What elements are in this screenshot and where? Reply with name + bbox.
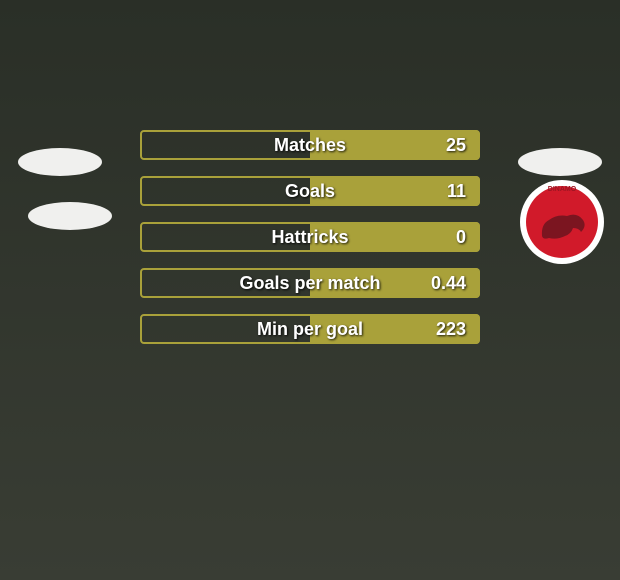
stat-label: Matches xyxy=(274,130,346,160)
stat-value-right: 25 xyxy=(446,130,466,160)
stat-row: Matches 25 xyxy=(0,130,620,160)
stat-value-right: 0 xyxy=(456,222,466,252)
stat-value-right: 0.44 xyxy=(431,268,466,298)
stat-label: Goals xyxy=(285,176,335,206)
stat-row: Min per goal 223 xyxy=(0,314,620,344)
stat-label: Hattricks xyxy=(271,222,348,252)
stat-label: Goals per match xyxy=(239,268,380,298)
stat-value-right: 223 xyxy=(436,314,466,344)
stat-row: Goals 11 xyxy=(0,176,620,206)
stat-value-right: 11 xyxy=(447,176,466,206)
stat-row: Goals per match 0.44 xyxy=(0,268,620,298)
stat-row: Hattricks 0 xyxy=(0,222,620,252)
stats-container: Matches 25 Goals 11 Hattricks 0 Goals per matc… xyxy=(0,130,620,344)
stat-label: Min per goal xyxy=(257,314,363,344)
